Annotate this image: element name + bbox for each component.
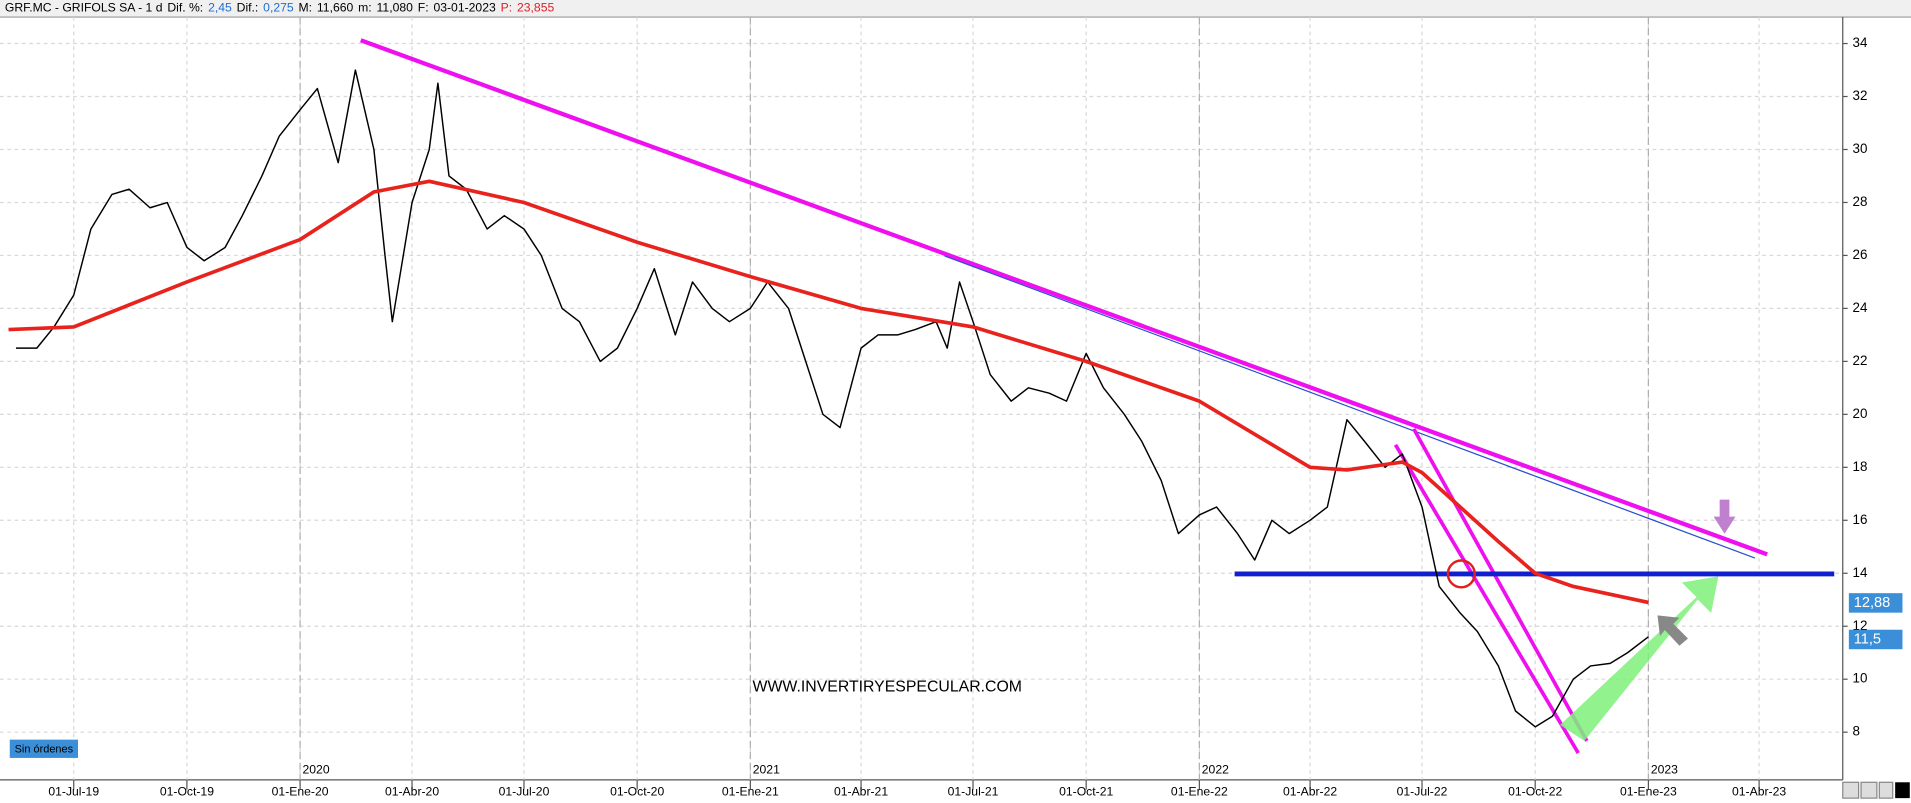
x-tick-label: 01-Abr-22 — [1283, 784, 1337, 798]
tool-button[interactable] — [1842, 781, 1860, 799]
header-field: Dif.: — [237, 1, 259, 15]
header-field: 23,855 — [517, 1, 554, 15]
tool-button[interactable] — [1895, 782, 1910, 799]
price-label: 12,88 — [1854, 595, 1891, 611]
year-label: 2023 — [1651, 762, 1678, 776]
header-bar — [0, 0, 1911, 18]
trendline — [360, 38, 1768, 557]
status-box — [9, 739, 78, 758]
header-field: m: — [358, 1, 372, 15]
x-tick-label: 01-Abr-20 — [385, 784, 439, 798]
year-label: 2020 — [303, 762, 330, 776]
price-label: 11,5 — [1854, 631, 1881, 647]
y-tick-label: 22 — [1853, 353, 1868, 368]
channel-line — [1412, 428, 1589, 742]
y-tick-label: 14 — [1853, 565, 1868, 580]
header-field: 03-01-2023 — [433, 1, 495, 15]
y-tick-label: 20 — [1853, 406, 1868, 421]
y-tick-label: 24 — [1853, 300, 1868, 315]
y-tick-label: 30 — [1853, 141, 1868, 156]
x-tick-label: 01-Oct-19 — [160, 784, 214, 798]
x-tick-label: 01-Ene-22 — [1171, 784, 1228, 798]
x-tick-label: 01-Jul-22 — [1397, 784, 1448, 798]
header-field: 0,275 — [263, 1, 294, 15]
y-tick-label: 18 — [1853, 459, 1868, 474]
x-tick-label: 01-Abr-21 — [834, 784, 888, 798]
header-field: P: — [501, 1, 513, 15]
toolbar — [1842, 781, 1910, 799]
tool-button[interactable] — [1860, 781, 1878, 799]
arrow — [1713, 499, 1736, 534]
highlight-circle — [1446, 559, 1476, 589]
y-tick-label: 32 — [1853, 88, 1868, 103]
x-tick-label: 01-Abr-23 — [1732, 784, 1786, 798]
header-field: M: — [299, 1, 313, 15]
trendline — [944, 255, 1756, 559]
arrow — [1657, 615, 1688, 646]
channel-line — [1393, 443, 1580, 754]
watermark: WWW.INVERTIRYESPECULAR.COM — [753, 678, 1022, 695]
x-tick-label: 01-Ene-23 — [1620, 784, 1677, 798]
x-tick-label: 01-Ene-20 — [272, 784, 329, 798]
y-tick-label: 26 — [1853, 247, 1868, 262]
y-tick-label: 8 — [1853, 724, 1860, 739]
x-tick-label: 01-Oct-21 — [1059, 784, 1113, 798]
tool-button[interactable] — [1878, 781, 1894, 799]
x-tick-label: 01-Oct-22 — [1508, 784, 1562, 798]
header-field: Dif. %: — [167, 1, 203, 15]
y-tick-label: 12 — [1853, 618, 1868, 633]
y-tick-label: 16 — [1853, 512, 1868, 527]
x-tick-label: 01-Jul-21 — [948, 784, 999, 798]
year-label: 2021 — [753, 762, 780, 776]
header: GRF.MC - GRIFOLS SA - 1 d Dif. %: 2,45 Dif.… — [5, 1, 555, 15]
y-tick-label: 34 — [1853, 35, 1868, 50]
y-tick-label: 28 — [1853, 194, 1868, 209]
header-field: 11,080 — [377, 1, 414, 15]
header-field: F: — [418, 1, 429, 15]
price-box — [1848, 629, 1903, 650]
x-tick-label: 01-Ene-21 — [722, 784, 779, 798]
series-line — [15, 69, 1649, 728]
status: Sin órdenes — [15, 743, 74, 755]
x-tick-label: 01-Jul-19 — [48, 784, 99, 798]
price-box — [1848, 593, 1903, 613]
series-line — [8, 179, 1649, 605]
x-tick-label: 01-Oct-20 — [610, 784, 664, 798]
y-tick-label: 10 — [1853, 671, 1868, 686]
header-field: 11,660 — [317, 1, 354, 15]
x-tick-label: 01-Jul-20 — [499, 784, 550, 798]
header-field: 2,45 — [208, 1, 232, 15]
arrow — [1560, 576, 1719, 741]
header-field: GRF.MC - GRIFOLS SA - 1 d — [5, 1, 163, 15]
year-label: 2022 — [1202, 762, 1229, 776]
